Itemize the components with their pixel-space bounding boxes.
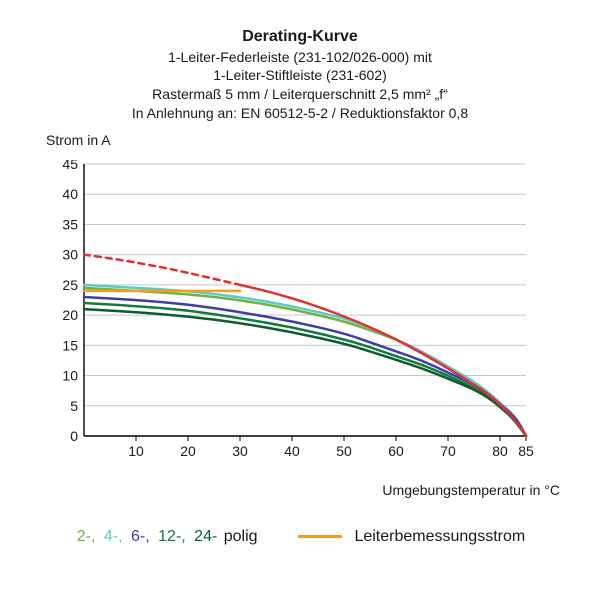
legend-pole-suffix: polig xyxy=(219,528,257,545)
series-pole12 xyxy=(84,303,526,436)
legend: 2-, 4-, 6-, 12-, 24- polig Leiterbemessu… xyxy=(0,528,600,546)
chart-subtitle-3: Rastermaß 5 mm / Leiterquerschnitt 2,5 m… xyxy=(0,85,600,104)
chart-subtitle-1: 1-Leiter-Federleiste (231-102/026-000) m… xyxy=(0,48,600,67)
chart-header: Derating-Kurve 1-Leiter-Federleiste (231… xyxy=(0,0,600,123)
series-ref_dashed xyxy=(84,255,240,285)
xtick-label: 20 xyxy=(180,443,196,459)
lcs-label: Leiterbemessungsstrom xyxy=(354,528,525,545)
xtick-label: 60 xyxy=(388,443,404,459)
legend-pole-6: 6-, xyxy=(131,528,154,545)
xtick-label: 85 xyxy=(518,443,534,459)
plot-area: 0 5 10 15 20 25 30 35 40 45 10 20 30 40 50 60 70 80 85 xyxy=(46,160,536,460)
xtick-label: 10 xyxy=(128,443,144,459)
xtick-label: 30 xyxy=(232,443,248,459)
chart-subtitle-4: In Anlehnung an: EN 60512-5-2 / Reduktio… xyxy=(0,104,600,123)
ytick-label: 40 xyxy=(62,186,78,202)
chart-subtitle-2: 1-Leiter-Stiftleiste (231-602) xyxy=(0,66,600,85)
ytick-label: 0 xyxy=(70,428,78,444)
series-pole6 xyxy=(84,297,526,436)
chart-title: Derating-Kurve xyxy=(0,26,600,48)
x-axis-label: Umgebungstemperatur in °C xyxy=(382,482,560,498)
ytick-label: 25 xyxy=(62,277,78,293)
xtick-label: 50 xyxy=(336,443,352,459)
xtick-label: 80 xyxy=(492,443,508,459)
legend-pole-2: 2-, xyxy=(77,528,100,545)
legend-pole-4: 4-, xyxy=(104,528,127,545)
xtick-label: 40 xyxy=(284,443,300,459)
lcs-swatch xyxy=(298,535,342,538)
y-axis-label: Strom in A xyxy=(46,132,111,148)
ytick-label: 35 xyxy=(62,216,78,232)
ytick-label: 15 xyxy=(62,337,78,353)
xtick-label: 70 xyxy=(440,443,456,459)
legend-pole-12: 12-, xyxy=(158,528,190,545)
ytick-label: 5 xyxy=(70,398,78,414)
legend-pole-24: 24- xyxy=(194,528,217,545)
derating-chart: Derating-Kurve 1-Leiter-Federleiste (231… xyxy=(0,0,600,600)
ytick-label: 30 xyxy=(62,247,78,263)
ytick-label: 20 xyxy=(62,307,78,323)
ytick-label: 10 xyxy=(62,368,78,384)
ytick-label: 45 xyxy=(62,160,78,172)
